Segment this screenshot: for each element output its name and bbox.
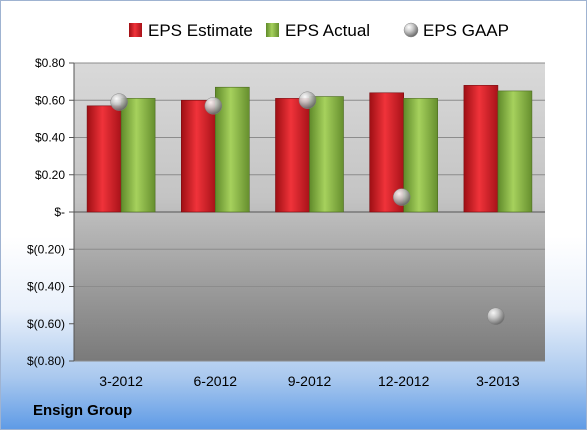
legend-actual-swatch [266,23,279,37]
x-tick-label: 3-2013 [476,373,520,389]
eps-gaap-marker [110,93,128,111]
eps-estimate-bar [275,98,310,213]
eps-actual-bar [120,98,156,213]
legend-gaap-swatch [403,22,419,38]
gaap-markers [110,91,505,326]
y-tick-label: $(0.40) [27,280,65,294]
y-axis-ticks: $0.80 $0.60 $0.40 $0.20 $- $(0.20) $(0.40) $(0.… [27,56,65,368]
y-tick-label: $0.80 [35,56,65,70]
legend-estimate-swatch [129,23,142,37]
bars [86,85,533,213]
y-tick-label: $(0.80) [27,354,65,368]
x-tick-label: 6-2012 [194,373,238,389]
legend-label: EPS GAAP [423,21,509,40]
y-tick-label: $(0.20) [27,242,65,256]
y-tick-label: $- [54,205,65,219]
eps-gaap-marker [204,97,223,115]
eps-estimate-bar [86,105,122,213]
y-tick-label: $0.60 [35,93,65,107]
x-axis-ticks: 3-2012 6-2012 9-2012 12-2012 3-2013 [99,373,520,389]
x-tick-label: 12-2012 [378,373,430,389]
eps-gaap-marker [487,307,505,326]
eps-actual-bar [497,90,533,213]
y-tick-label: $(0.60) [27,317,65,331]
eps-estimate-bar [181,99,216,213]
legend-label: EPS Estimate [148,21,253,40]
eps-gaap-marker [392,188,411,206]
y-tick-label: $0.40 [35,131,65,145]
eps-actual-bar [215,86,250,213]
eps-estimate-bar [463,85,499,213]
x-tick-label: 3-2012 [99,373,143,389]
legend: EPS Estimate EPS Actual EPS GAAP [129,21,509,40]
eps-actual-bar [309,96,344,213]
x-tick-label: 9-2012 [288,373,332,389]
y-tick-label: $0.20 [35,168,65,182]
eps-gaap-marker [298,91,317,109]
company-label: Ensign Group [33,402,133,419]
legend-label: EPS Actual [285,21,370,40]
